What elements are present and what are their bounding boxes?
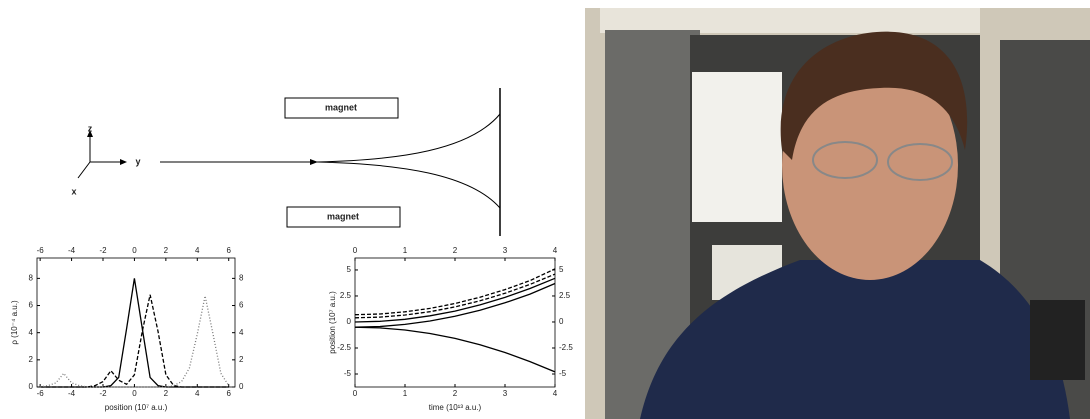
y-tick-label: 2 [29,355,34,364]
figure: z y x magnet magnet -6 -6 -4 -4 -2 -2 0 0 2 2 4 4 6 6… [0,0,1090,419]
x-tick-label-top: 2 [164,246,169,255]
x-tick-label: -4 [68,389,76,398]
y-tick-label-right: 5 [559,265,564,274]
plot-frame [37,258,235,387]
y-tick-label: -5 [344,369,352,378]
y-tick-label-right: 2 [239,355,244,364]
x-tick-label: 2 [453,389,458,398]
y-tick-label: 0 [347,317,352,326]
y-tick-label: 8 [29,273,34,282]
axis-label: x [71,186,76,196]
x-axis-label: time (10¹³ a.u.) [429,403,482,412]
magnet-label: magnet [327,211,359,221]
y-tick-label-right: 8 [239,273,244,282]
y-tick-label-right: 0 [559,317,564,326]
x-tick-label: -2 [99,389,107,398]
page: z y x magnet magnet -6 -6 -4 -4 -2 -2 0 0 2 2 4 4 6 6… [0,0,1090,419]
x-tick-label-top: 6 [226,246,231,255]
x-tick-label: 0 [353,389,358,398]
arrowhead [120,159,127,165]
x-tick-label: 2 [164,389,169,398]
photo [585,8,1090,419]
x-tick-label-top: -4 [68,246,76,255]
y-tick-label: 6 [29,301,34,310]
x-tick-label-top: -2 [99,246,107,255]
y-tick-label-right: 0 [239,382,244,391]
x-tick-label: 3 [503,389,508,398]
series-line [355,327,555,372]
x-tick-label-top: 2 [453,246,458,255]
y-tick-label: 2.5 [340,291,352,300]
x-tick-label-top: 4 [195,246,200,255]
series-line [40,296,229,387]
x-arrow [78,162,90,178]
series-line [355,278,555,322]
y-tick-label-right: -5 [559,369,567,378]
x-axis-label: position (10⁷ a.u.) [105,403,168,412]
y-tick-label: 5 [347,265,352,274]
x-tick-label-top: 0 [353,246,358,255]
series-line [40,278,229,387]
y-tick-label-right: 2.5 [559,291,571,300]
photo-device [1030,300,1085,380]
x-tick-label-top: 4 [553,246,558,255]
x-tick-label: 1 [403,389,408,398]
beam-split [318,114,500,208]
axis-label: z [88,123,93,133]
diagram: z y x magnet magnet [71,88,500,236]
x-tick-label-top: 1 [403,246,408,255]
magnet-label: magnet [325,102,357,112]
x-tick-label: 0 [132,389,137,398]
x-tick-label-top: -6 [37,246,45,255]
y-tick-label-right: 4 [239,328,244,337]
x-tick-label-top: 3 [503,246,508,255]
y-axis-label: position (10⁷ a.u.) [328,291,337,354]
y-tick-label: -2.5 [337,343,351,352]
series-line [40,295,229,387]
series-line [355,269,555,315]
y-axis-label: ρ (10⁻⁴ a.u.) [10,300,19,345]
axis-label: y [135,156,140,166]
arrowhead [310,159,318,165]
x-tick-label-top: 0 [132,246,137,255]
x-tick-label: 4 [195,389,200,398]
x-tick-label: -6 [37,389,45,398]
plot-frame [355,258,555,387]
photo-paper [692,72,782,222]
photo-papers [600,8,980,33]
y-tick-label-right: -2.5 [559,343,573,352]
y-tick-label: 0 [29,382,34,391]
x-tick-label: 6 [226,389,231,398]
y-tick-label: 4 [29,328,34,337]
y-tick-label-right: 6 [239,301,244,310]
x-tick-label: 4 [553,389,558,398]
